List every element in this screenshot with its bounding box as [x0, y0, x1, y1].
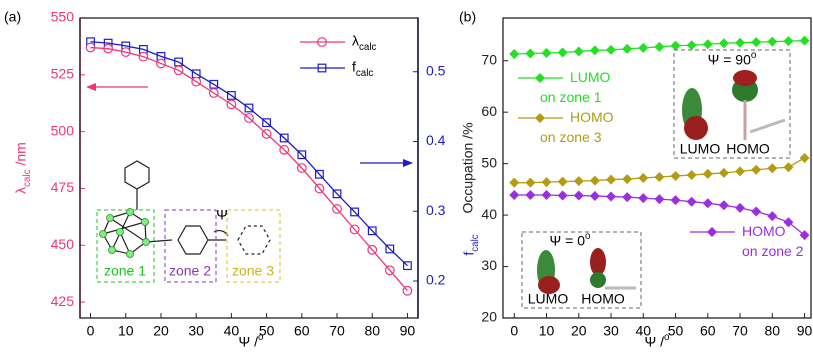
y-tick-label: 550 [51, 9, 75, 25]
y-tick-label: 450 [51, 236, 75, 252]
annotation: HOMO [726, 141, 770, 157]
legend-label: fcalc [352, 59, 373, 79]
x-tick-label: 60 [700, 323, 716, 339]
y-tick-label: 30 [481, 257, 497, 273]
y2-tick-label: 0.3 [426, 202, 446, 218]
x-tick-label: 10 [539, 323, 555, 339]
x-tick-label: 60 [294, 323, 310, 339]
x-tick-label: 40 [636, 323, 652, 339]
x-tick-label: 70 [329, 323, 345, 339]
annotation: zone 2 [169, 263, 211, 279]
annotation: HOMO [581, 291, 625, 307]
x-tick-label: 80 [364, 323, 380, 339]
legend-label: HOMO on zone 3 [540, 109, 617, 145]
x-tick-label: 90 [797, 323, 813, 339]
panel-label: (a) [4, 9, 21, 25]
y-tick-label: 525 [51, 66, 75, 82]
annotation: LUMO [528, 291, 569, 307]
y-tick-label: 20 [481, 309, 497, 325]
y-tick-label: 50 [481, 154, 497, 170]
y2-tick-label: 0.2 [426, 272, 446, 288]
panel-label: (b) [459, 9, 476, 25]
x-tick-label: 0 [87, 323, 95, 339]
y-tick-label: 425 [51, 293, 75, 309]
y-tick-label: 475 [51, 179, 75, 195]
x-tick-label: 50 [259, 323, 275, 339]
y2-tick-label: 0.5 [426, 62, 446, 78]
y-axis-label: λcalc /nm [13, 142, 33, 194]
x-tick-label: 50 [668, 323, 684, 339]
annotation: LUMO [680, 141, 721, 157]
x-tick-label: 70 [732, 323, 748, 339]
y-tick-label: 500 [51, 122, 75, 138]
x-tick-label: 30 [603, 323, 619, 339]
x-tick-label: 20 [153, 323, 169, 339]
legend-label: HOMO on zone 2 [742, 223, 804, 259]
x-tick-label: 30 [188, 323, 204, 339]
y-tick-label: 60 [481, 103, 497, 119]
x-tick-label: 40 [224, 323, 240, 339]
molecule-sketch [103, 161, 270, 254]
x-tick-label: 10 [118, 323, 134, 339]
x-tick-label: 80 [765, 323, 781, 339]
figure: HOMO on zone 2 HOMO on zone 3 LUMO on zone… [0, 0, 813, 353]
annotation: zone 3 [232, 263, 274, 279]
annotation: Ψ = 0o [550, 231, 591, 249]
series-line [91, 48, 408, 291]
axis-arrow [86, 83, 413, 167]
y2-axis-label: fcalc [461, 234, 481, 255]
y-tick-label: 70 [481, 51, 497, 67]
y-tick-label: 40 [481, 206, 497, 222]
annotation: zone 1 [104, 263, 146, 279]
legend-label: λcalc [352, 33, 377, 53]
legend-label: LUMO on zone 1 [540, 69, 614, 105]
x-tick-label: 20 [571, 323, 587, 339]
x-tick-label: 90 [400, 323, 416, 339]
annotation: Ψ = 90o [708, 50, 757, 68]
y-axis-label: Occupation /% [460, 122, 476, 213]
annotation: Ψ [216, 207, 228, 223]
y2-tick-label: 0.4 [426, 132, 446, 148]
x-tick-label: 0 [510, 323, 518, 339]
